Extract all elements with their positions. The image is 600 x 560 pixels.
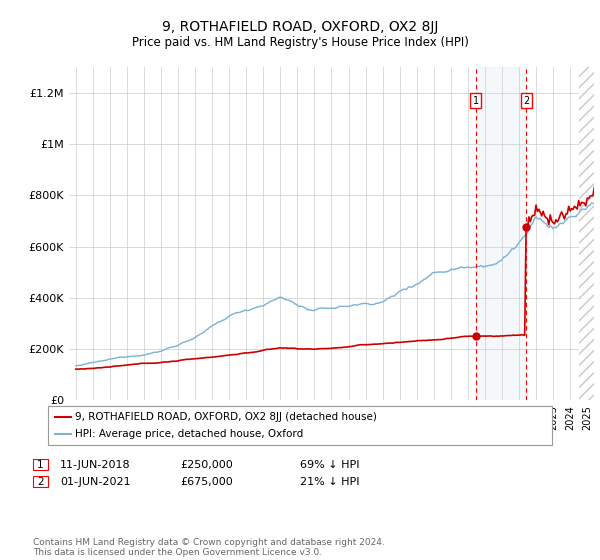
Text: £250,000: £250,000 — [180, 460, 233, 470]
Text: Price paid vs. HM Land Registry's House Price Index (HPI): Price paid vs. HM Land Registry's House … — [131, 36, 469, 49]
Text: 2: 2 — [523, 96, 529, 105]
Text: 1: 1 — [473, 96, 479, 105]
Text: 69% ↓ HPI: 69% ↓ HPI — [300, 460, 359, 470]
Text: 2: 2 — [37, 477, 44, 487]
Bar — [578, 67, 594, 400]
Text: 01-JUN-2021: 01-JUN-2021 — [60, 477, 131, 487]
Bar — [578, 67, 594, 400]
Text: 9, ROTHAFIELD ROAD, OXFORD, OX2 8JJ: 9, ROTHAFIELD ROAD, OXFORD, OX2 8JJ — [162, 20, 438, 34]
Text: 21% ↓ HPI: 21% ↓ HPI — [300, 477, 359, 487]
Text: 9, ROTHAFIELD ROAD, OXFORD, OX2 8JJ (detached house): 9, ROTHAFIELD ROAD, OXFORD, OX2 8JJ (det… — [75, 412, 377, 422]
Bar — [476, 67, 526, 400]
Text: 11-JUN-2018: 11-JUN-2018 — [60, 460, 131, 470]
Text: Contains HM Land Registry data © Crown copyright and database right 2024.
This d: Contains HM Land Registry data © Crown c… — [33, 538, 385, 557]
Text: HPI: Average price, detached house, Oxford: HPI: Average price, detached house, Oxfo… — [75, 429, 303, 439]
Text: 1: 1 — [37, 460, 44, 470]
Text: £675,000: £675,000 — [180, 477, 233, 487]
